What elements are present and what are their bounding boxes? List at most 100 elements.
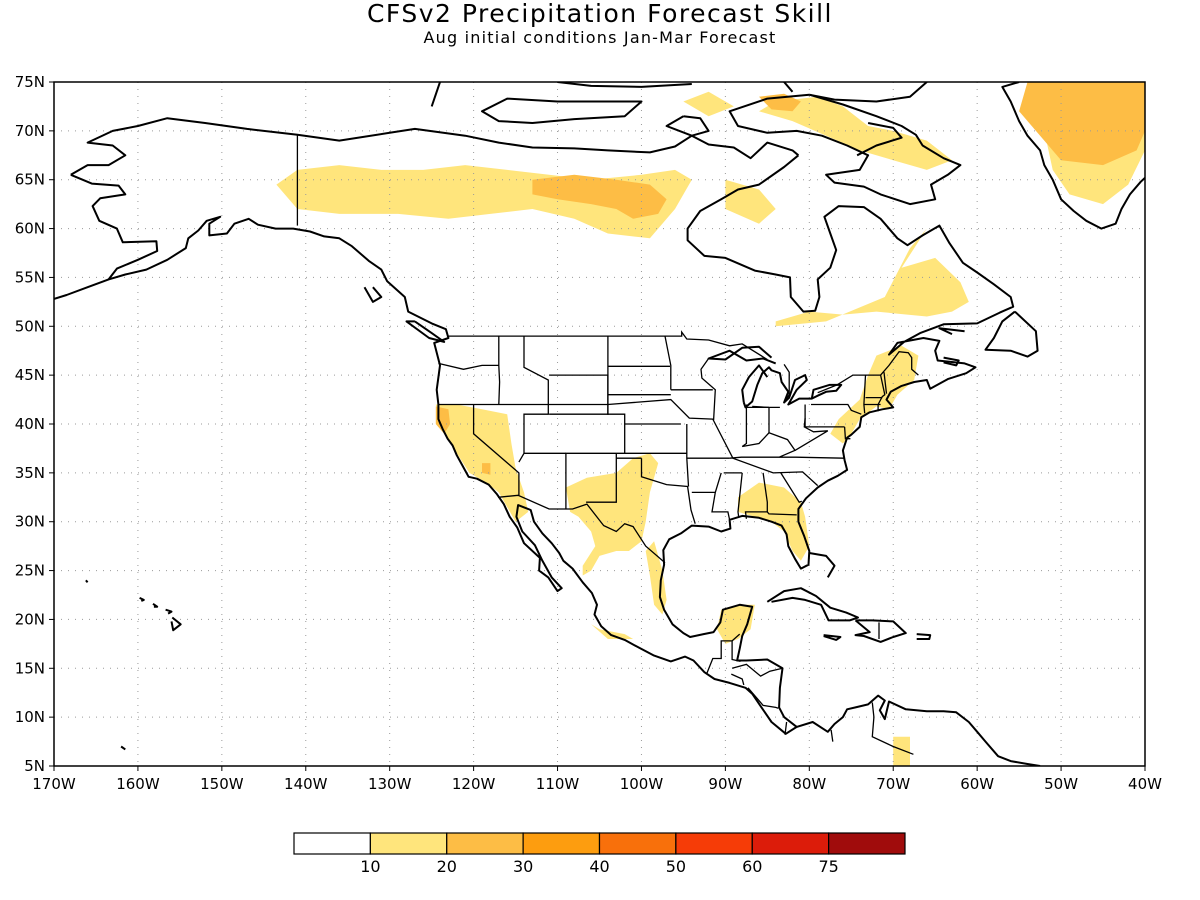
coastline-segment bbox=[943, 356, 960, 367]
coastline-segment bbox=[741, 364, 769, 403]
coastline-segment bbox=[139, 596, 145, 602]
boundary-segment bbox=[747, 687, 779, 709]
lat-tick-label: 75N bbox=[15, 73, 45, 91]
coastline-segment bbox=[809, 552, 836, 578]
boundary-segment bbox=[518, 336, 549, 463]
skill-region-10-12 bbox=[893, 736, 910, 766]
lon-tick-label: 40W bbox=[1128, 775, 1162, 793]
boundary-segment bbox=[438, 362, 499, 370]
chart-subtitle: Aug initial conditions Jan-Mar Forecast bbox=[423, 28, 777, 47]
coastlines bbox=[54, 82, 1145, 766]
lat-tick-label: 20N bbox=[15, 610, 45, 628]
coastline-segment bbox=[363, 286, 383, 303]
boundary-segment bbox=[766, 511, 797, 516]
latitude-tick-labels: 75N 70N 65N 60N 55N 50N 45N 40N 35N 30N 25N 20N 15N 1… bbox=[15, 73, 54, 775]
coastline-segment bbox=[430, 82, 441, 107]
coastline-segment bbox=[938, 327, 965, 336]
lon-tick-label: 80W bbox=[792, 775, 826, 793]
coastline-segment bbox=[54, 278, 109, 300]
colorbar-swatch-2 bbox=[446, 832, 524, 855]
boundary-segment bbox=[686, 424, 690, 487]
boundary-segment bbox=[448, 330, 768, 361]
boundary-segment bbox=[817, 351, 919, 394]
boundary-segment bbox=[549, 374, 609, 415]
boundary-segment bbox=[438, 398, 819, 487]
skill-region-10-10 bbox=[717, 604, 755, 644]
skill-region-20-14 bbox=[532, 174, 667, 219]
boundary-segment bbox=[664, 335, 672, 390]
coastline-segment bbox=[557, 82, 692, 88]
boundary-segment bbox=[741, 404, 748, 448]
coastline-segment bbox=[707, 345, 777, 365]
colorbar-label: 20 bbox=[437, 857, 457, 876]
boundary-segment bbox=[565, 336, 626, 509]
boundary-segment bbox=[883, 372, 888, 394]
colorbar-swatch-3 bbox=[522, 832, 601, 855]
lon-tick-label: 120W bbox=[452, 775, 496, 793]
lat-tick-label: 55N bbox=[15, 268, 45, 286]
boundary-segment bbox=[472, 404, 520, 496]
lon-tick-label: 150W bbox=[200, 775, 244, 793]
political-boundaries bbox=[296, 134, 919, 755]
coastline-segment bbox=[766, 587, 859, 622]
colorbar-label: 10 bbox=[360, 857, 380, 876]
coastline-segment bbox=[984, 310, 1039, 358]
coastline-segment bbox=[809, 82, 928, 103]
skill-region-10-3 bbox=[759, 96, 952, 170]
boundary-segment bbox=[752, 405, 770, 409]
coastline-segment bbox=[405, 320, 446, 343]
coastline-segment bbox=[170, 616, 182, 632]
coastline-segment bbox=[854, 619, 907, 643]
boundary-segment bbox=[811, 403, 862, 415]
boundary-segment bbox=[783, 364, 790, 403]
lon-tick-label: 100W bbox=[620, 775, 664, 793]
boundary-segment bbox=[737, 472, 743, 518]
boundary-segment bbox=[843, 426, 851, 440]
coastline-segment bbox=[165, 608, 173, 615]
colorbar-swatch-4 bbox=[598, 832, 677, 855]
skill-region-10-2 bbox=[683, 91, 734, 117]
lat-tick-label: 15N bbox=[15, 659, 45, 677]
skill-region-20-18 bbox=[1019, 82, 1145, 166]
lat-tick-label: 5N bbox=[24, 757, 45, 775]
colorbar-swatch-5 bbox=[675, 832, 753, 855]
boundary-segment bbox=[794, 418, 829, 451]
lat-tick-label: 45N bbox=[15, 366, 45, 384]
colorbar-label: 75 bbox=[818, 857, 838, 876]
coastline-segment bbox=[742, 366, 843, 409]
colorbar: 10 20 30 40 50 60 75 bbox=[293, 832, 906, 876]
lon-tick-label: 160W bbox=[116, 775, 160, 793]
boundary-segment bbox=[729, 456, 845, 459]
colorbar-swatch-1 bbox=[369, 832, 448, 855]
coastline-segment bbox=[70, 173, 798, 735]
coastline-segment bbox=[728, 93, 962, 206]
colorbar-swatch-7 bbox=[828, 832, 906, 855]
boundary-segment bbox=[711, 472, 731, 520]
colorbar-label: 60 bbox=[742, 857, 762, 876]
lat-tick-label: 65N bbox=[15, 171, 45, 189]
lat-tick-label: 70N bbox=[15, 122, 45, 140]
boundary-segment bbox=[744, 472, 768, 519]
coastline-segment bbox=[856, 122, 903, 157]
boundary-segment bbox=[497, 494, 666, 564]
lon-tick-label: 70W bbox=[876, 775, 910, 793]
lon-tick-label: 60W bbox=[960, 775, 994, 793]
lat-tick-label: 30N bbox=[15, 513, 45, 531]
skill-region-10-11 bbox=[591, 624, 634, 639]
skill-region-10-5 bbox=[830, 345, 919, 444]
colorbar-label: 30 bbox=[513, 857, 533, 876]
coastline-segment bbox=[152, 602, 159, 608]
lat-tick-label: 60N bbox=[15, 220, 45, 238]
lat-tick-label: 50N bbox=[15, 317, 45, 335]
lat-tick-label: 35N bbox=[15, 464, 45, 482]
coastline-segment bbox=[481, 97, 643, 124]
coastline-segment bbox=[120, 745, 126, 751]
coastline-segment bbox=[85, 579, 89, 583]
coastline-segment bbox=[783, 82, 794, 93]
lon-tick-label: 130W bbox=[368, 775, 412, 793]
coastline-segment bbox=[823, 634, 842, 641]
colorbar-swatch-0 bbox=[293, 832, 371, 855]
boundary-segment bbox=[780, 472, 803, 503]
colorbar-label: 50 bbox=[666, 857, 686, 876]
